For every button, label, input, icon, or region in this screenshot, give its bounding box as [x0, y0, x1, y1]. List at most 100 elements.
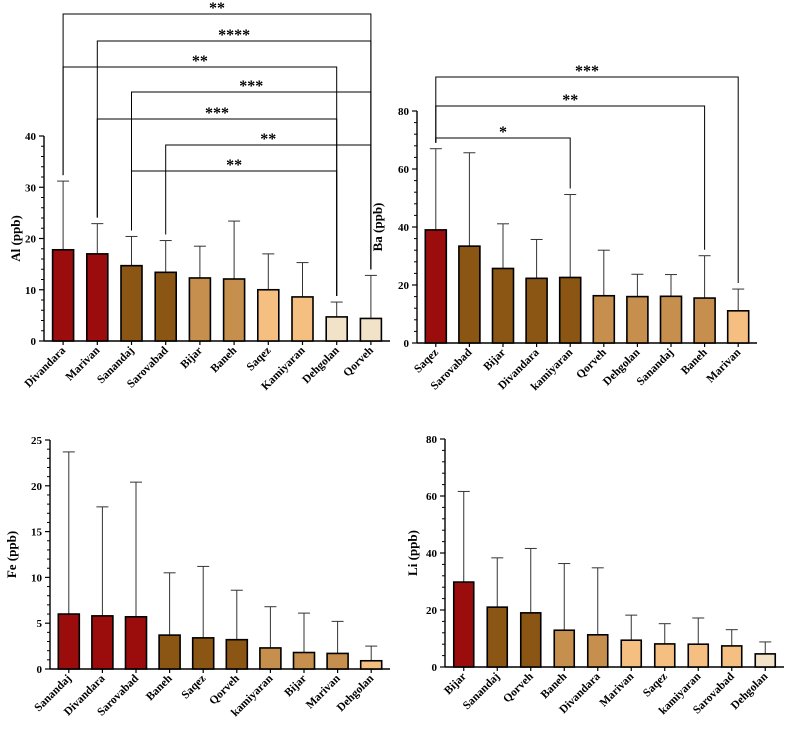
- significance-bracket: [165, 144, 372, 270]
- bar-dehgolan: [325, 316, 349, 342]
- y-tick-label: 80: [398, 106, 410, 118]
- bar-bijar: [292, 651, 316, 670]
- bar-divandara: [51, 248, 75, 342]
- bar-sarovabad: [720, 645, 743, 668]
- y-tick-label: 0: [404, 338, 410, 350]
- significance-label: **: [192, 53, 208, 70]
- bar-sanandaj: [659, 295, 683, 344]
- bar-kamiyaran: [558, 276, 582, 344]
- x-tick-label: Bijar: [482, 347, 509, 374]
- bar-sanandaj: [57, 613, 81, 670]
- y-tick-label: 40: [25, 131, 37, 143]
- bar-baneh: [553, 629, 576, 668]
- bar-divandara: [91, 615, 114, 670]
- x-tick-label: Marivan: [705, 346, 744, 385]
- significance-label: ***: [205, 105, 229, 122]
- y-axis-title: Ba (ppb): [370, 203, 385, 252]
- bar-sarovabad: [458, 245, 481, 344]
- bar-marivan: [86, 253, 109, 342]
- bar-marivan: [726, 310, 750, 344]
- x-tick-label: Bijar: [442, 671, 469, 698]
- y-axis-title: Fe (ppb): [4, 531, 19, 578]
- y-tick-label: 0: [432, 662, 438, 674]
- bar-qorveh: [225, 638, 249, 670]
- significance-bracket: [62, 13, 372, 270]
- x-tick-label: Dehgolan: [729, 670, 771, 712]
- x-tick-label: Bijar: [283, 673, 310, 700]
- bar-qorveh: [519, 612, 542, 668]
- x-tick-label: Saqez: [641, 671, 670, 700]
- bar-sarovabad: [124, 615, 148, 670]
- y-tick-label: 40: [426, 548, 438, 560]
- significance-label: ***: [239, 78, 263, 95]
- bar-marivan: [620, 639, 643, 668]
- y-tick-label: 5: [37, 618, 43, 630]
- bar-baneh: [222, 278, 246, 342]
- y-tick-label: 0: [37, 664, 43, 676]
- x-tick-label: Baneh: [209, 344, 240, 375]
- y-tick-label: 20: [31, 481, 43, 493]
- y-tick-label: 15: [31, 527, 43, 539]
- significance-bracket: [435, 76, 739, 284]
- bar-qorveh: [359, 317, 383, 342]
- x-tick-label: Marivan: [598, 670, 637, 709]
- bar-baneh: [158, 634, 181, 670]
- bar-saqez: [424, 229, 448, 344]
- bar-sarovabad: [154, 271, 177, 342]
- significance-bracket: [435, 137, 571, 189]
- bar-bijar: [491, 267, 515, 344]
- y-tick-label: 40: [398, 222, 410, 234]
- significance-bracket: [435, 105, 706, 250]
- y-tick-label: 20: [398, 280, 410, 292]
- significance-label: **: [260, 131, 276, 148]
- y-tick-label: 60: [398, 164, 410, 176]
- x-tick-label: Dehgolan: [335, 672, 377, 714]
- bar-saqez: [256, 288, 280, 342]
- significance-label: ****: [218, 27, 250, 44]
- bar-kamiyaran: [687, 643, 710, 668]
- significance-label: **: [562, 92, 578, 109]
- x-tick-label: Bijar: [178, 345, 205, 372]
- bar-dehgolan: [626, 295, 649, 344]
- bar-sanandaj: [486, 606, 509, 668]
- x-tick-label: Sanandaj: [461, 671, 503, 713]
- y-tick-label: 20: [25, 234, 37, 246]
- y-axis-title: Li (ppb): [405, 530, 420, 576]
- bar-marivan: [326, 652, 349, 670]
- bar-saqez: [191, 637, 215, 670]
- bar-kamiyaran: [291, 296, 314, 342]
- y-tick-label: 20: [426, 605, 438, 617]
- x-tick-label: Dehgolan: [300, 344, 342, 386]
- y-tick-label: 30: [25, 182, 37, 194]
- bar-dehgolan: [359, 659, 383, 670]
- bar-bijar: [188, 277, 212, 342]
- significance-label: *: [499, 124, 507, 141]
- bar-baneh: [693, 297, 716, 344]
- x-tick-label: Sanandaj: [635, 347, 677, 389]
- y-tick-label: 25: [31, 435, 43, 447]
- x-tick-label: Baneh: [539, 670, 570, 701]
- bar-bijar: [452, 581, 475, 668]
- y-tick-label: 10: [31, 572, 43, 584]
- x-tick-label: Qorveh: [501, 670, 536, 705]
- bar-sanandaj: [120, 264, 143, 342]
- x-tick-label: Divandara: [23, 344, 69, 390]
- x-tick-label: Baneh: [679, 346, 710, 377]
- bar-dehgolan: [754, 653, 777, 668]
- bar-qorveh: [592, 294, 616, 344]
- bar-divandara: [586, 633, 609, 668]
- significance-label: **: [209, 0, 225, 17]
- x-tick-label: Saqez: [245, 345, 274, 374]
- x-tick-label: Baneh: [144, 672, 175, 703]
- x-tick-label: Saqez: [180, 673, 209, 702]
- bar-divandara: [525, 277, 548, 344]
- y-tick-label: 80: [426, 434, 438, 446]
- y-tick-label: 10: [25, 285, 37, 297]
- y-axis-title: Al (ppb): [8, 215, 23, 262]
- x-tick-label: Qorveh: [341, 344, 376, 379]
